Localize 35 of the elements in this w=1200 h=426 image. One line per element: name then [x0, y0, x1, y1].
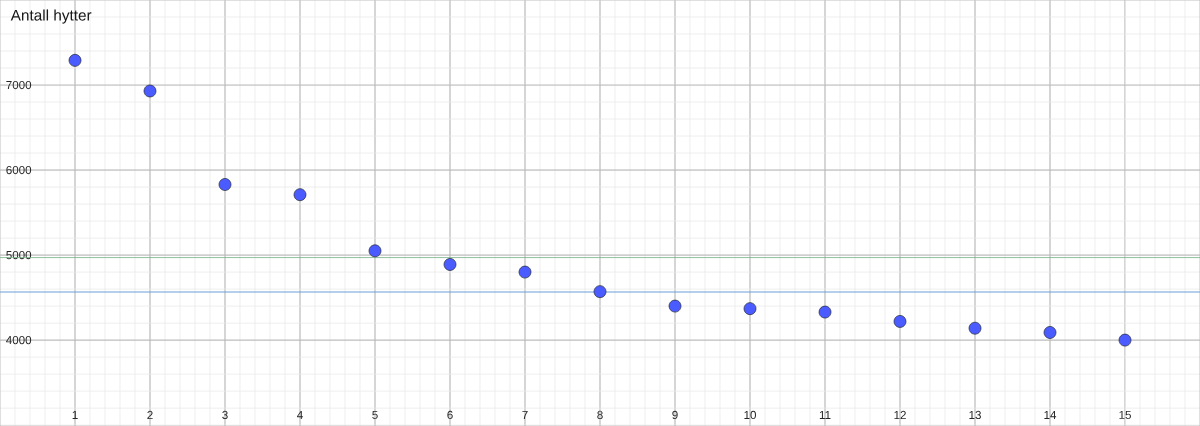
point — [593, 285, 607, 298]
x-tick-label: 13 — [969, 410, 981, 420]
x-tick-label: 1 — [72, 410, 78, 419]
x-tick-label: 15 — [1119, 410, 1131, 419]
point — [818, 305, 832, 319]
x-tick-label: 7 — [522, 410, 528, 419]
y-tick-label: 4000 — [6, 336, 32, 345]
point — [893, 315, 907, 328]
y-tick-label: 5000 — [6, 250, 32, 260]
point — [668, 299, 682, 313]
x-tick-label: 14 — [1044, 410, 1057, 419]
y-axis-title: Antall hytter — [10, 9, 92, 24]
point — [968, 321, 982, 335]
point — [293, 188, 307, 202]
x-tick-label: 3 — [222, 410, 228, 420]
point — [218, 178, 232, 191]
x-tick-label: 5 — [372, 410, 378, 419]
y-tick-label: 6000 — [6, 165, 32, 175]
point — [1043, 326, 1057, 339]
x-tick-label: 10 — [744, 410, 757, 420]
point — [743, 302, 757, 315]
y-tick-label: 7000 — [6, 80, 32, 90]
x-tick-label: 12 — [894, 410, 906, 419]
point — [443, 258, 457, 271]
x-tick-label: 9 — [672, 410, 678, 420]
x-tick-label: 4 — [297, 410, 303, 419]
point — [143, 84, 157, 98]
x-tick-label: 2 — [147, 410, 153, 419]
point — [368, 244, 382, 258]
point — [1118, 333, 1132, 347]
x-tick-label: 8 — [597, 410, 603, 420]
x-tick-label: 6 — [447, 410, 453, 420]
point — [518, 265, 532, 279]
x-tick-label: 11 — [819, 410, 831, 419]
point — [68, 54, 82, 67]
